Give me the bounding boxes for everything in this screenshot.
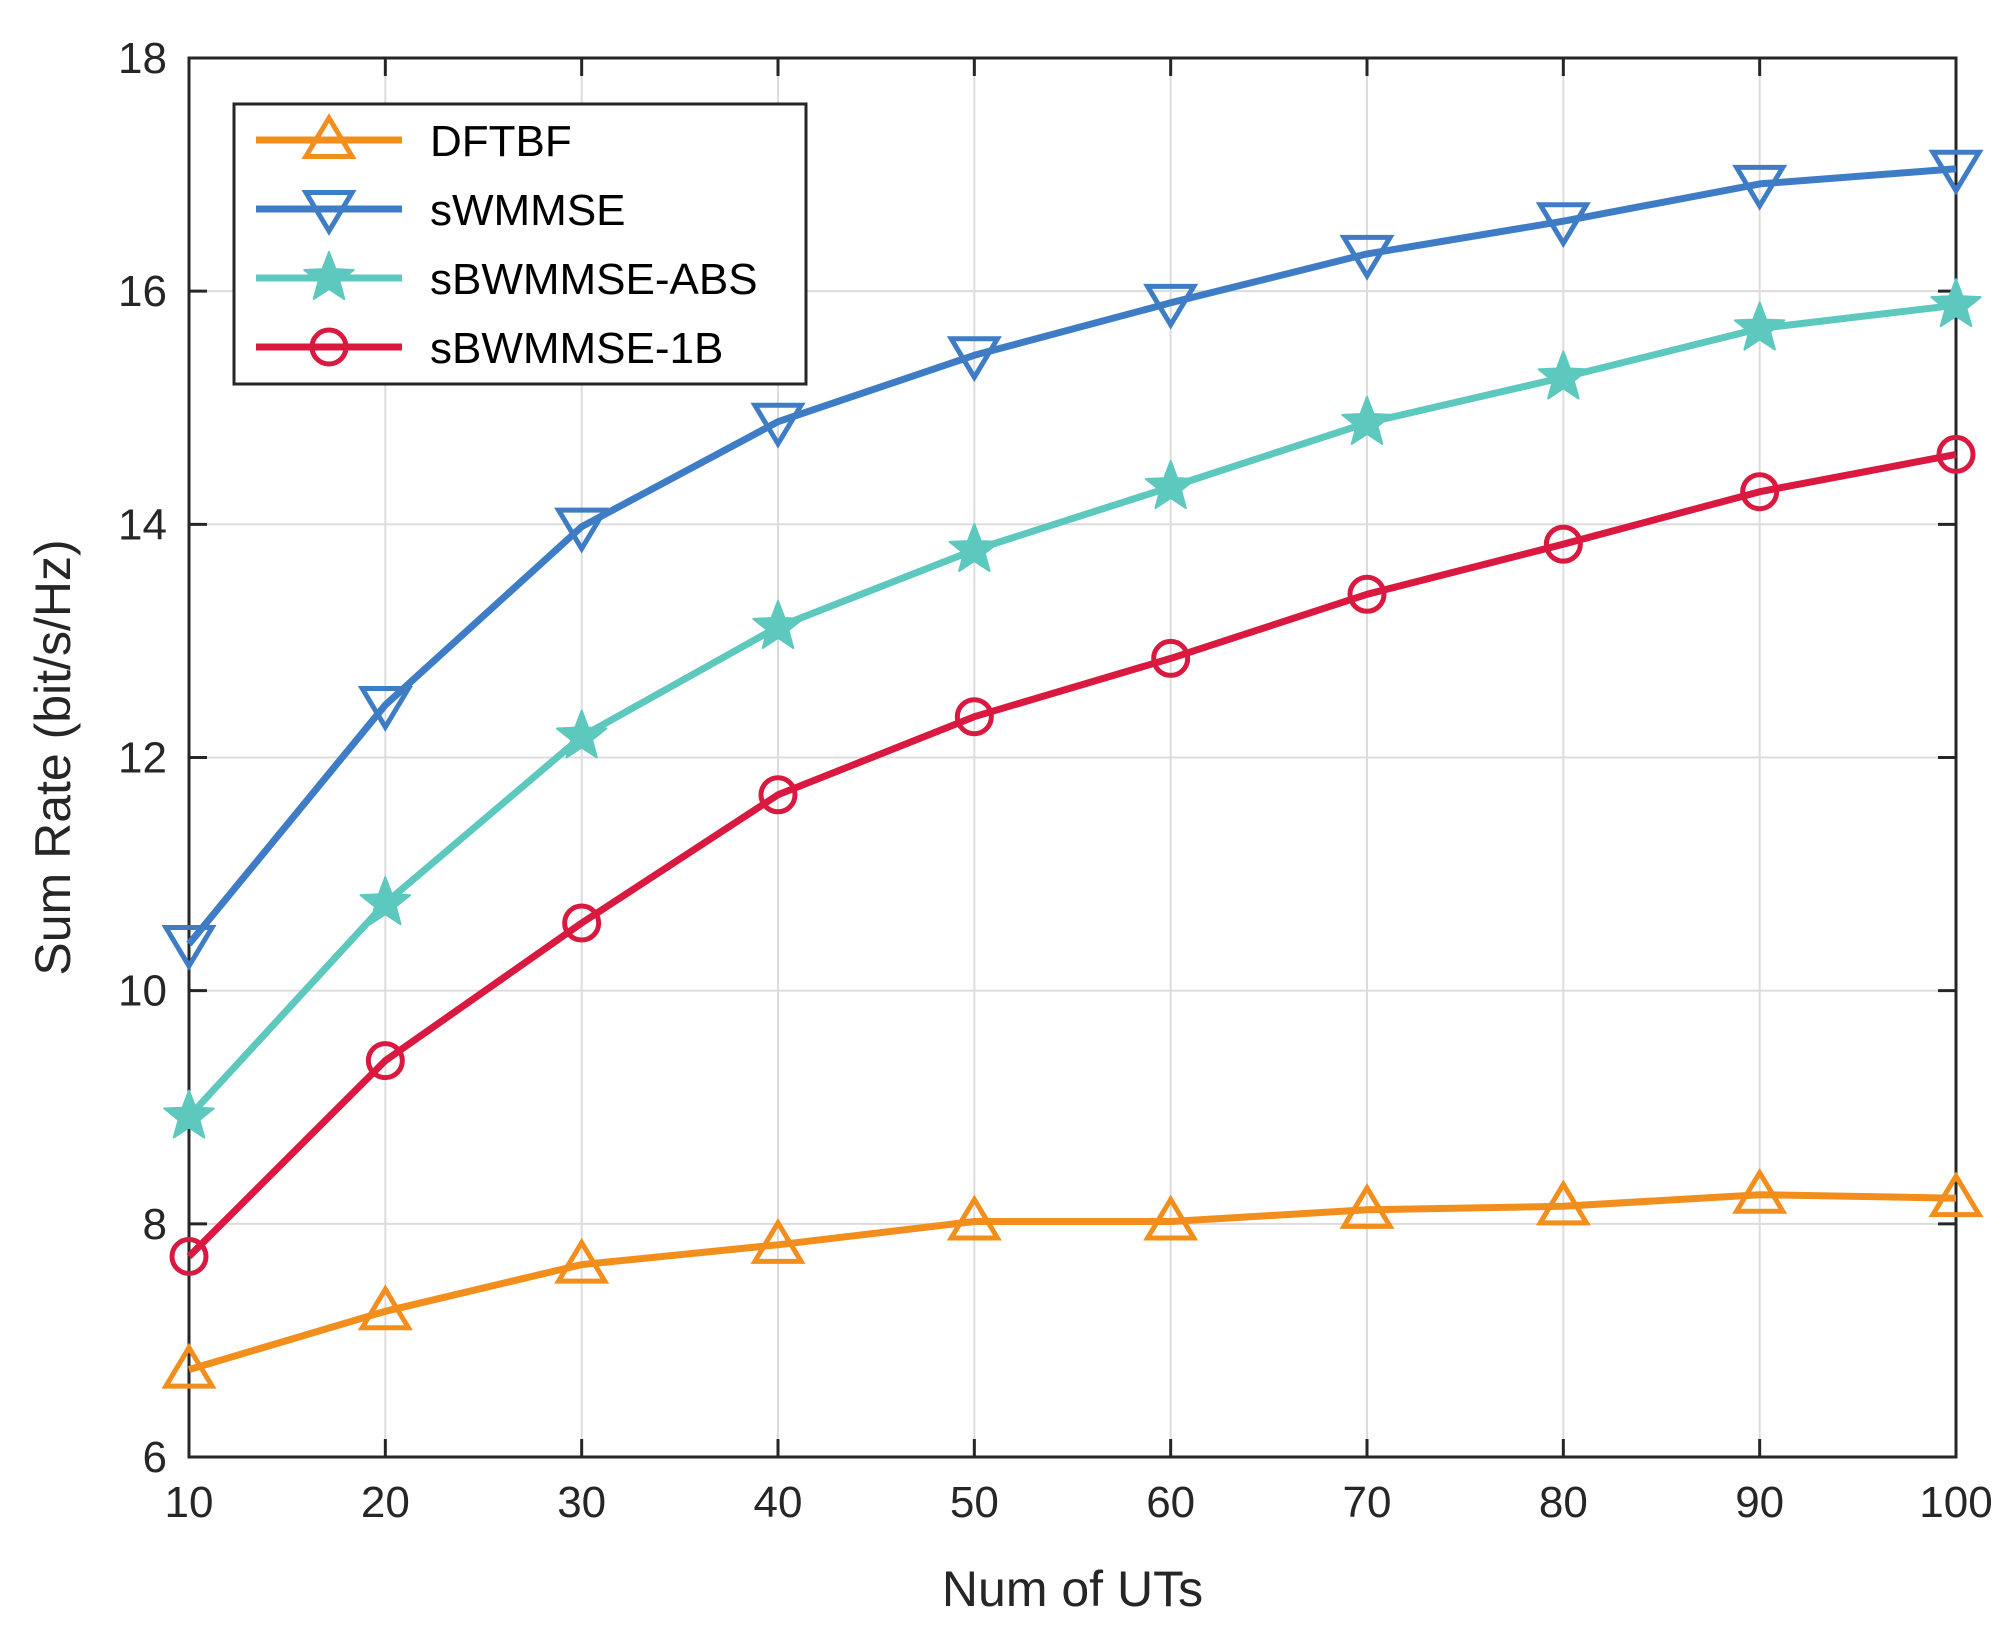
- x-tick-label: 100: [1919, 1478, 1992, 1527]
- data-point-marker: [1339, 234, 1395, 281]
- data-point-marker: [1732, 164, 1788, 211]
- legend-box: [232, 102, 808, 386]
- data-point-marker: [752, 599, 804, 649]
- data-point-marker: [1144, 460, 1197, 510]
- data-point-marker: [554, 507, 610, 554]
- data-point-marker: [169, 1236, 209, 1276]
- data-point-marker: [1928, 149, 1984, 196]
- series-line: [188, 1191, 1957, 1373]
- y-tick-label: 14: [118, 500, 167, 549]
- legend-item: sBWMMSE-ABS: [256, 251, 758, 304]
- x-tick-label: 70: [1343, 1478, 1392, 1527]
- series-sBWMMSE-1B: [169, 434, 1976, 1276]
- x-tick-label: 90: [1735, 1478, 1784, 1527]
- data-point-marker: [1535, 202, 1591, 249]
- x-tick-label: 20: [361, 1478, 410, 1527]
- data-point-marker: [1339, 1182, 1395, 1229]
- data-point-marker: [758, 775, 798, 815]
- data-point-marker: [954, 697, 994, 737]
- data-point-marker: [365, 1041, 405, 1081]
- legend-label: sWMMSE: [430, 186, 626, 235]
- data-point-marker: [1733, 301, 1786, 351]
- data-point-marker: [1936, 434, 1976, 474]
- y-tick-label: 10: [118, 967, 167, 1016]
- series-line: [186, 301, 1957, 1119]
- series-sBWMMSE-ABS: [163, 278, 1982, 1139]
- data-point-marker: [948, 523, 1001, 572]
- y-tick-label: 16: [118, 267, 167, 316]
- x-tick-label: 60: [1146, 1478, 1195, 1527]
- data-point-marker: [1543, 524, 1583, 564]
- data-point-marker: [750, 402, 806, 449]
- legend-marker: [301, 113, 357, 159]
- series-DFTBF: [161, 1167, 1984, 1389]
- legend-marker: [301, 190, 357, 236]
- data-point-marker: [1143, 283, 1199, 330]
- data-point-marker: [163, 1089, 215, 1139]
- x-tick-label: 40: [754, 1478, 803, 1527]
- legend-label: sBWMMSE-ABS: [430, 255, 758, 304]
- legend-item: sBWMMSE-1B: [256, 324, 723, 373]
- data-point-marker: [750, 1217, 806, 1264]
- data-point-marker: [1732, 1167, 1788, 1214]
- y-tick-label: 6: [143, 1433, 167, 1482]
- data-point-marker: [1740, 472, 1780, 512]
- series-line: [186, 165, 1957, 947]
- data-point-marker: [555, 709, 608, 759]
- legend-item: sWMMSE: [256, 186, 626, 236]
- axis-ticks: 10 20 30 40 50 60 70 80 90 100 6 8 10 12 14 16 18: [118, 34, 1993, 1527]
- data-point-marker: [357, 1284, 413, 1331]
- series-line: [186, 450, 1957, 1259]
- legend-marker: [303, 251, 355, 300]
- data-point-marker: [1930, 278, 1982, 328]
- data-point-marker: [357, 686, 413, 732]
- series-group: [161, 149, 1984, 1389]
- x-tick-label: 30: [557, 1478, 606, 1527]
- series-sWMMSE: [161, 149, 1984, 971]
- legend-label: sBWMMSE-1B: [430, 324, 723, 373]
- y-axis-label: Sum Rate (bit/s/Hz): [25, 539, 81, 975]
- data-point-marker: [562, 903, 602, 943]
- data-point-marker: [1928, 1171, 1984, 1218]
- data-point-marker: [1341, 395, 1393, 445]
- y-tick-label: 18: [118, 34, 167, 83]
- legend: DFTBF sWMMSE sBWMMSE-ABS sBWMMSE-1B: [232, 102, 808, 386]
- data-point-marker: [1151, 638, 1191, 678]
- data-point-marker: [161, 1342, 217, 1389]
- legend-label: DFTBF: [430, 117, 572, 166]
- data-point-marker: [1535, 1179, 1591, 1226]
- data-point-marker: [1143, 1194, 1199, 1241]
- data-point-marker: [161, 925, 217, 971]
- y-tick-label: 8: [143, 1200, 167, 1249]
- legend-marker: [309, 327, 349, 367]
- x-axis-label: Num of UTs: [942, 1561, 1203, 1617]
- x-tick-label: 10: [165, 1478, 214, 1527]
- data-point-marker: [1347, 574, 1387, 614]
- data-point-marker: [359, 876, 412, 926]
- data-point-marker: [946, 336, 1002, 383]
- y-tick-label: 12: [118, 734, 167, 783]
- x-tick-label: 50: [950, 1478, 999, 1527]
- data-point-marker: [946, 1194, 1002, 1241]
- data-point-marker: [554, 1237, 610, 1284]
- x-tick-label: 80: [1539, 1478, 1588, 1527]
- legend-item: DFTBF: [256, 113, 572, 166]
- data-point-marker: [1537, 350, 1590, 400]
